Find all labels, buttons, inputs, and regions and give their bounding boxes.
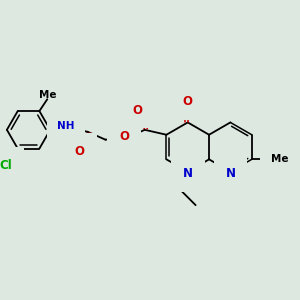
Text: Me: Me [271,154,288,164]
Text: Cl: Cl [0,159,12,172]
Text: O: O [75,145,85,158]
Text: O: O [132,103,142,117]
Text: NH: NH [57,121,75,131]
Text: O: O [183,95,193,108]
Text: Me: Me [38,90,56,100]
Text: N: N [225,167,236,180]
Text: O: O [119,130,129,143]
Text: N: N [183,167,193,180]
